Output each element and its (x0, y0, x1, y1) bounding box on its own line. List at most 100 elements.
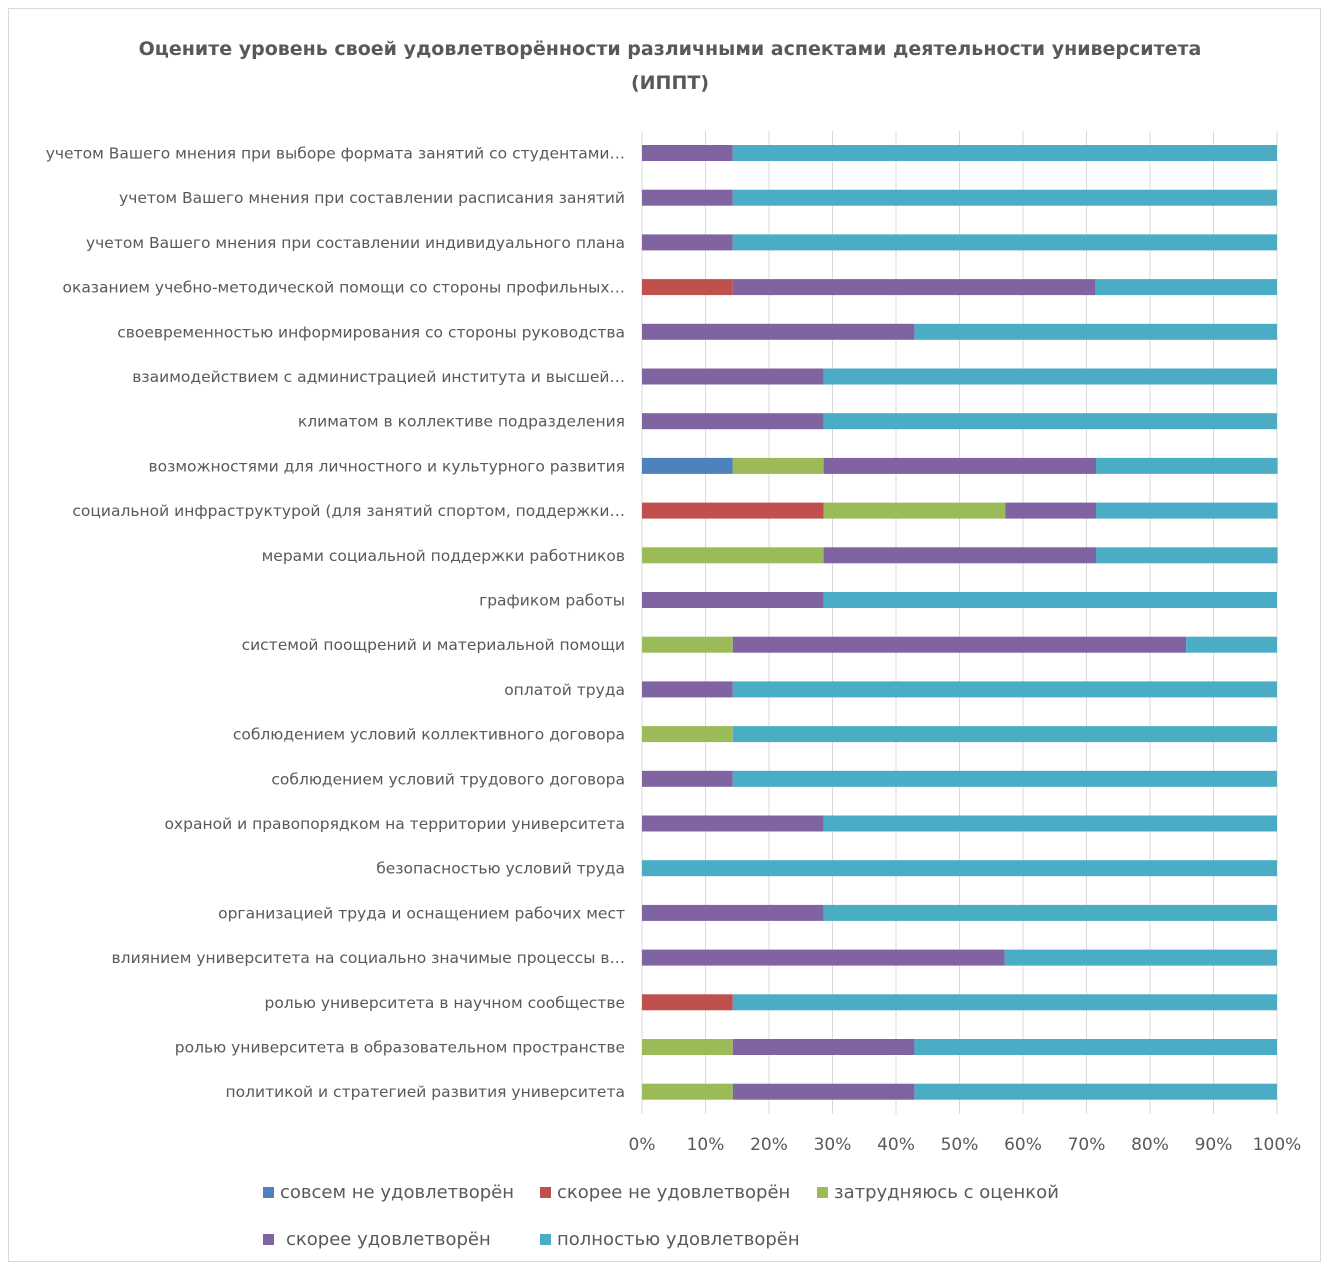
x-tick-label: 60% (1004, 1135, 1042, 1155)
category-label: взаимодействием с администрацией институ… (132, 368, 625, 386)
x-tick-label: 50% (941, 1135, 979, 1155)
bar-segment (732, 145, 1277, 161)
bar-segment (642, 234, 733, 251)
bar-segment (642, 413, 824, 430)
bar-segment (732, 189, 1277, 206)
bar-segment (823, 413, 1277, 430)
bar-segment (642, 904, 824, 921)
category-label: климатом в коллективе подразделения (298, 413, 625, 431)
legend-swatch (540, 1187, 551, 1198)
x-tick-label: 30% (814, 1135, 852, 1155)
bar-segment (1096, 457, 1278, 474)
legend-label: скорее удовлетворён (286, 1229, 491, 1250)
bars (642, 145, 1278, 1100)
bar-segment (1096, 502, 1278, 519)
category-label: оплатой труда (504, 681, 625, 699)
category-label: системой поощрений и материальной помощи (242, 636, 625, 654)
bar-segment (732, 726, 1277, 743)
bar-segment (642, 323, 915, 340)
legend-item: полностью удовлетворён (540, 1229, 800, 1250)
bar-segment (642, 636, 733, 653)
bar-segment (732, 681, 1277, 698)
bar-segment (823, 502, 1006, 519)
bar-segment (914, 1083, 1277, 1100)
bar-segment (642, 770, 733, 787)
bar-segment (1096, 547, 1278, 564)
legend-swatch (540, 1234, 551, 1245)
bar-segment (1004, 949, 1277, 966)
category-label: учетом Вашего мнения при выборе формата … (46, 145, 625, 163)
bar-segment (642, 368, 824, 385)
bar-segment (1005, 502, 1097, 519)
legend-item: затрудняюсь с оценкой (817, 1182, 1059, 1203)
category-label: графиком работы (479, 592, 625, 610)
legend-item: скорее не удовлетворён (540, 1182, 790, 1203)
bar-segment (642, 279, 733, 296)
legend-item: совсем не удовлетворён (263, 1182, 514, 1203)
bar-segment (732, 994, 1277, 1011)
x-tick-label: 100% (1253, 1135, 1302, 1155)
legend-label: затрудняюсь с оценкой (834, 1182, 1059, 1203)
bar-segment (823, 592, 1277, 608)
bar-segment (823, 815, 1277, 832)
legend-label: скорее не удовлетворён (557, 1182, 791, 1203)
bar-segment (823, 368, 1277, 385)
category-label: возможностями для личностного и культурн… (148, 457, 625, 475)
x-tick-label: 20% (750, 1135, 788, 1155)
bar-segment (642, 189, 733, 206)
bar-segment (642, 994, 733, 1011)
bar-segment (1095, 279, 1277, 296)
x-tick-label: 70% (1068, 1135, 1106, 1155)
bar-segment (732, 1039, 915, 1055)
x-tick-label: 0% (629, 1135, 656, 1155)
category-label: политикой и стратегией развития универси… (226, 1083, 625, 1101)
bar-segment (642, 681, 733, 698)
chart-title: Оцените уровень своей удовлетворённости … (138, 38, 1202, 94)
category-label: социальной инфраструктурой (для занятий … (72, 502, 625, 520)
category-label: ролью университета в образовательном про… (175, 1039, 625, 1057)
bar-segment (642, 815, 824, 832)
legend-swatch (817, 1187, 828, 1198)
bar-segment (732, 636, 1187, 653)
category-label: охраной и правопорядком на территории ун… (164, 815, 625, 833)
category-label: влиянием университета на социально значи… (112, 949, 625, 967)
category-label: учетом Вашего мнения при составлении рас… (119, 189, 625, 207)
bar-segment (732, 279, 1096, 296)
category-label: соблюдением условий коллективного догово… (233, 726, 625, 744)
category-label: ролью университета в научном сообществе (264, 994, 625, 1012)
x-tick-label: 40% (877, 1135, 915, 1155)
category-label: соблюдением условий трудового договора (271, 770, 625, 788)
bar-segment (732, 1083, 915, 1100)
x-axis-ticks: 0% 10% 20% 30% 40% 50% 60% 70% 80% 90% 100% (629, 1135, 1302, 1155)
bar-segment (642, 592, 824, 608)
category-label: своевременностью информирования со сторо… (117, 323, 625, 341)
bar-segment (642, 547, 824, 564)
bar-segment (642, 502, 824, 519)
legend-label: совсем не удовлетворён (280, 1182, 515, 1203)
bar-segment (823, 547, 1097, 564)
legend-swatch (263, 1234, 274, 1245)
x-tick-label: 10% (687, 1135, 725, 1155)
bar-segment (732, 234, 1277, 251)
x-tick-label: 90% (1195, 1135, 1233, 1155)
bar-segment (1186, 636, 1277, 653)
bar-segment (732, 457, 824, 474)
bar-segment (732, 770, 1277, 787)
bar-segment (642, 949, 1005, 966)
legend-item: скорее удовлетворён (263, 1229, 491, 1250)
category-label: мерами социальной поддержки работников (262, 547, 625, 565)
x-tick-label: 80% (1131, 1135, 1169, 1155)
legend-swatch (263, 1187, 274, 1198)
bar-segment (642, 726, 733, 743)
bar-segment (823, 904, 1277, 921)
category-label: организацией труда и оснащением рабочих … (218, 904, 625, 922)
bar-segment (914, 323, 1277, 340)
bar-segment (642, 145, 733, 161)
category-labels: учетом Вашего мнения при выборе формата … (46, 145, 625, 1102)
bar-segment (642, 1039, 733, 1055)
bar-segment (642, 860, 1277, 877)
bar-segment (823, 457, 1097, 474)
grid-lines (641, 131, 1278, 1114)
category-label: безопасностью условий труда (376, 860, 625, 878)
